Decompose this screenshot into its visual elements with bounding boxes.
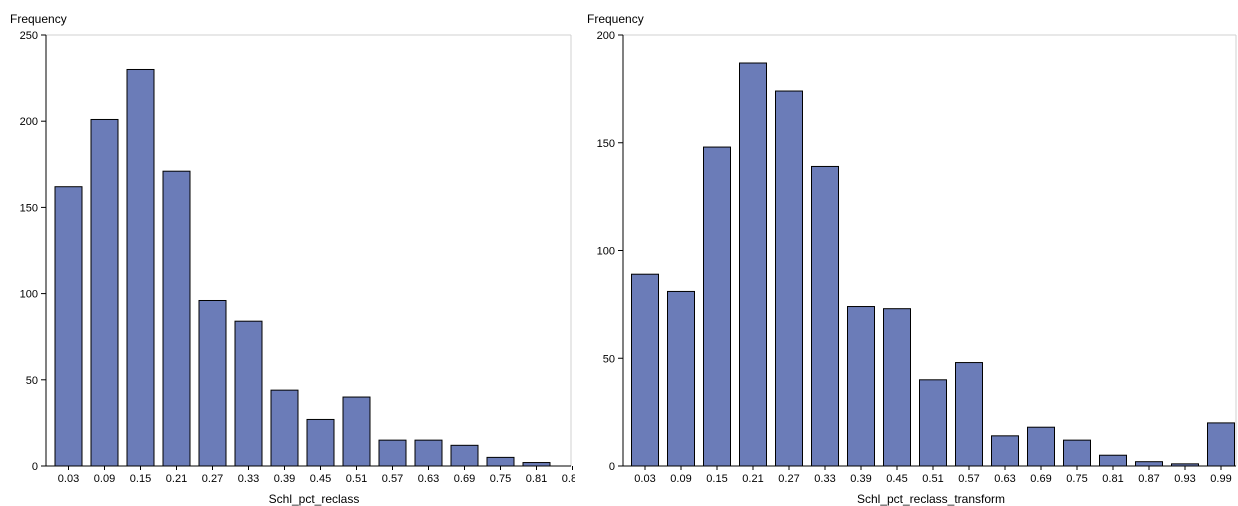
- x-tick-label: 0.15: [130, 473, 151, 485]
- y-tick-label: 50: [603, 353, 615, 365]
- x-tick-label: 0.45: [886, 473, 907, 485]
- x-tick-label: 0.87: [562, 473, 583, 485]
- bar: [955, 362, 983, 467]
- x-axis-title: Schl_pct_reclass: [269, 492, 360, 506]
- x-tick-label: 0.39: [850, 473, 871, 485]
- y-axis-title: Frequency: [10, 12, 67, 26]
- y-axis-title: Frequency: [587, 12, 644, 26]
- x-tick-label: 0.33: [814, 473, 835, 485]
- bar: [919, 379, 947, 467]
- x-tick-label: 0.69: [1030, 473, 1051, 485]
- x-tick-label: 0.45: [310, 473, 331, 485]
- bar: [883, 308, 911, 467]
- bar: [1063, 439, 1091, 467]
- y-tick-label: 50: [26, 375, 38, 387]
- bar: [811, 165, 839, 467]
- y-tick-label: 200: [597, 30, 615, 42]
- bar: [1027, 426, 1055, 467]
- bar: [234, 320, 263, 467]
- x-tick-label: 0.81: [1102, 473, 1123, 485]
- bar: [270, 389, 299, 467]
- x-tick-label: 0.09: [94, 473, 115, 485]
- bar: [342, 396, 371, 467]
- chart-schl-pct-reclass-transform: Frequency Schl_pct_reclass_transform 0 50…: [587, 12, 1237, 506]
- bar: [522, 462, 551, 467]
- bar: [54, 186, 83, 467]
- bar: [486, 456, 515, 467]
- x-axis-title: Schl_pct_reclass_transform: [857, 492, 1005, 506]
- bar: [378, 439, 407, 467]
- x-tick-label: 0.63: [418, 473, 439, 485]
- bar: [450, 444, 479, 467]
- x-tick-label: 0.15: [706, 473, 727, 485]
- y-tick-label: 150: [597, 138, 615, 150]
- bar: [703, 146, 731, 467]
- y-tick-label: 100: [597, 246, 615, 258]
- x-tick-label: 0.63: [994, 473, 1015, 485]
- bar: [126, 68, 155, 467]
- bar: [1207, 422, 1235, 467]
- x-tick-label: 0.93: [1174, 473, 1195, 485]
- x-tick-label: 0.21: [166, 473, 187, 485]
- bar-series: 0.03 0.09 0.15 0.21 0.27 0.33 0.39 0.45 0.51 0.57…: [54, 68, 583, 485]
- bar: [414, 439, 443, 467]
- bar: [1171, 463, 1199, 467]
- y-tick-label: 150: [20, 202, 38, 214]
- x-tick-label: 0.03: [58, 473, 79, 485]
- y-tick-label: 0: [609, 461, 615, 473]
- x-tick-label: 0.51: [346, 473, 367, 485]
- x-tick-label: 0.21: [742, 473, 763, 485]
- x-tick-label: 0.75: [490, 473, 511, 485]
- bar: [1135, 461, 1163, 467]
- bar: [667, 290, 695, 467]
- bar: [991, 435, 1019, 467]
- bar: [306, 418, 335, 467]
- y-tick-label: 250: [20, 30, 38, 42]
- bar: [198, 299, 227, 467]
- x-tick-label: 0.27: [778, 473, 799, 485]
- x-tick-label: 0.27: [202, 473, 223, 485]
- x-tick-label: 0.09: [670, 473, 691, 485]
- y-tick-label: 200: [20, 116, 38, 128]
- x-tick-label: 0.69: [454, 473, 475, 485]
- x-tick-label: 0.39: [274, 473, 295, 485]
- x-tick-label: 0.33: [238, 473, 259, 485]
- bar: [775, 90, 803, 467]
- x-tick-label: 0.75: [1066, 473, 1087, 485]
- bar: [847, 306, 875, 467]
- bar: [1099, 454, 1127, 467]
- x-tick-label: 0.57: [382, 473, 403, 485]
- y-tick-label: 0: [32, 461, 38, 473]
- x-tick-label: 0.81: [526, 473, 547, 485]
- x-tick-label: 0.57: [958, 473, 979, 485]
- bar: [162, 170, 191, 467]
- bar: [90, 118, 119, 467]
- x-tick-label: 0.87: [1138, 473, 1159, 485]
- y-tick-label: 100: [20, 289, 38, 301]
- x-tick-label: 0.03: [634, 473, 655, 485]
- x-tick-label: 0.51: [922, 473, 943, 485]
- x-tick-label: 0.99: [1210, 473, 1231, 485]
- bar-series: 0.03 0.09 0.15 0.21 0.27 0.33 0.39 0.45 0.51 0.57…: [631, 62, 1235, 485]
- chart-schl-pct-reclass: Frequency Schl_pct_reclass 0 50 100 150 200 2…: [10, 12, 583, 506]
- bar: [631, 273, 659, 467]
- bar: [739, 62, 767, 467]
